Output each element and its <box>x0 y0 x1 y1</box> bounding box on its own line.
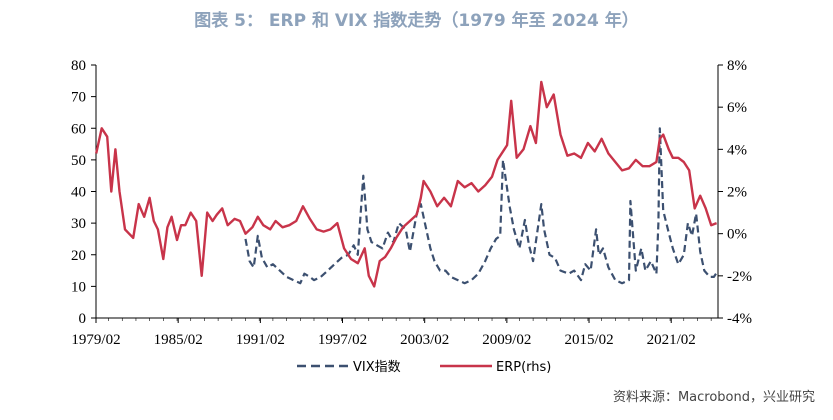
y-right-tick-label: -2% <box>727 269 752 285</box>
y-left-tick-label: 30 <box>71 216 86 232</box>
y-left-tick-label: 20 <box>71 248 86 264</box>
source-note: 资料来源：Macrobond，兴业研究 <box>612 390 815 405</box>
chart-title: 图表 5： ERP 和 VIX 指数走势（1979 年至 2024 年） <box>194 11 639 31</box>
y-right-tick-label: 2% <box>727 185 747 201</box>
x-tick-label: 1991/02 <box>236 332 285 348</box>
y-right-tick-label: 6% <box>727 100 747 116</box>
legend-label-erp: ERP(rhs) <box>496 360 551 375</box>
y-left-tick-label: 70 <box>71 90 86 106</box>
y-left-tick-label: 10 <box>71 279 86 295</box>
series-layer <box>95 80 719 288</box>
series-line-erp <box>95 80 718 288</box>
axes: 0 10 20 30 40 50 60 70 80 -4% -2% 0% 2% 4% 6% 8% 1979/02… <box>71 58 752 348</box>
legend: VIX指数 ERP(rhs) <box>297 360 551 375</box>
legend-label-vix: VIX指数 <box>353 360 401 375</box>
x-tick-label: 1979/02 <box>71 332 120 348</box>
series-line-vix <box>244 127 719 285</box>
x-tick-label: 2021/02 <box>647 332 696 348</box>
y-left-tick-label: 60 <box>71 121 86 137</box>
y-left-tick-label: 50 <box>71 153 86 169</box>
x-tick-label: 2015/02 <box>564 332 613 348</box>
y-right-tick-label: 8% <box>727 58 747 74</box>
y-right-tick-label: 4% <box>727 142 747 158</box>
x-tick-label: 1997/02 <box>318 332 367 348</box>
x-tick-label: 1985/02 <box>154 332 203 348</box>
y-right-tick-label: -4% <box>727 311 752 327</box>
y-left-tick-label: 40 <box>71 185 86 201</box>
y-left-tick-label: 0 <box>79 311 87 327</box>
y-right-tick-label: 0% <box>727 227 747 243</box>
x-tick-label: 2003/02 <box>400 332 449 348</box>
y-left-tick-label: 80 <box>71 58 86 74</box>
x-tick-label: 2009/02 <box>482 332 531 348</box>
